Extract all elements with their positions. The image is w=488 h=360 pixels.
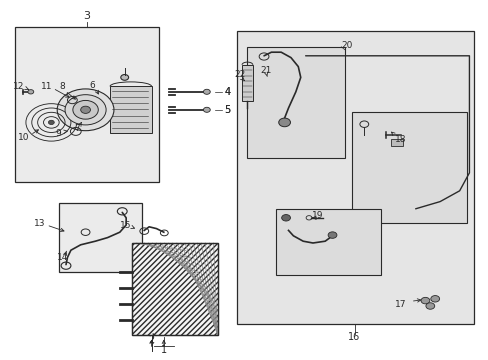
Bar (237, 31, 473, 324)
Circle shape (57, 89, 114, 131)
Circle shape (327, 232, 336, 238)
Bar (390, 139, 403, 146)
Text: 15: 15 (120, 220, 132, 230)
Text: 12: 12 (13, 82, 24, 91)
Text: 14: 14 (57, 253, 68, 262)
Circle shape (425, 303, 434, 309)
Bar (132, 243, 217, 335)
Circle shape (203, 89, 210, 94)
Text: 5: 5 (224, 105, 230, 115)
Text: 9: 9 (56, 129, 61, 138)
Text: 7: 7 (74, 124, 80, 133)
Text: 16: 16 (347, 332, 360, 342)
Text: 4: 4 (224, 87, 230, 97)
Text: 1: 1 (161, 345, 166, 355)
Circle shape (278, 118, 290, 127)
Bar (242, 65, 252, 101)
Circle shape (281, 215, 290, 221)
Text: 20: 20 (341, 40, 352, 49)
Text: 17: 17 (394, 300, 406, 309)
Bar (59, 203, 142, 272)
Text: 10: 10 (18, 133, 29, 142)
Circle shape (121, 75, 128, 80)
Text: 11: 11 (41, 82, 52, 91)
Circle shape (203, 107, 210, 112)
Bar (15, 27, 159, 182)
Bar (276, 209, 381, 275)
Circle shape (73, 100, 98, 119)
Circle shape (48, 120, 54, 125)
Text: 2: 2 (148, 335, 154, 345)
Text: 22: 22 (233, 71, 245, 79)
Text: 8: 8 (60, 82, 65, 91)
Text: 6: 6 (89, 81, 95, 90)
Text: 3: 3 (83, 11, 90, 21)
Bar (351, 112, 466, 223)
Text: 19: 19 (311, 211, 323, 220)
Bar (246, 47, 344, 158)
Circle shape (430, 296, 439, 302)
Text: 18: 18 (394, 135, 406, 144)
Text: 4: 4 (224, 87, 230, 97)
Circle shape (420, 297, 429, 304)
Text: 13: 13 (34, 219, 46, 228)
Bar (110, 86, 151, 133)
Circle shape (81, 106, 90, 113)
Text: 21: 21 (260, 66, 272, 75)
Circle shape (65, 95, 106, 125)
Bar (132, 243, 217, 335)
Circle shape (28, 90, 34, 94)
Text: 5: 5 (224, 105, 230, 115)
